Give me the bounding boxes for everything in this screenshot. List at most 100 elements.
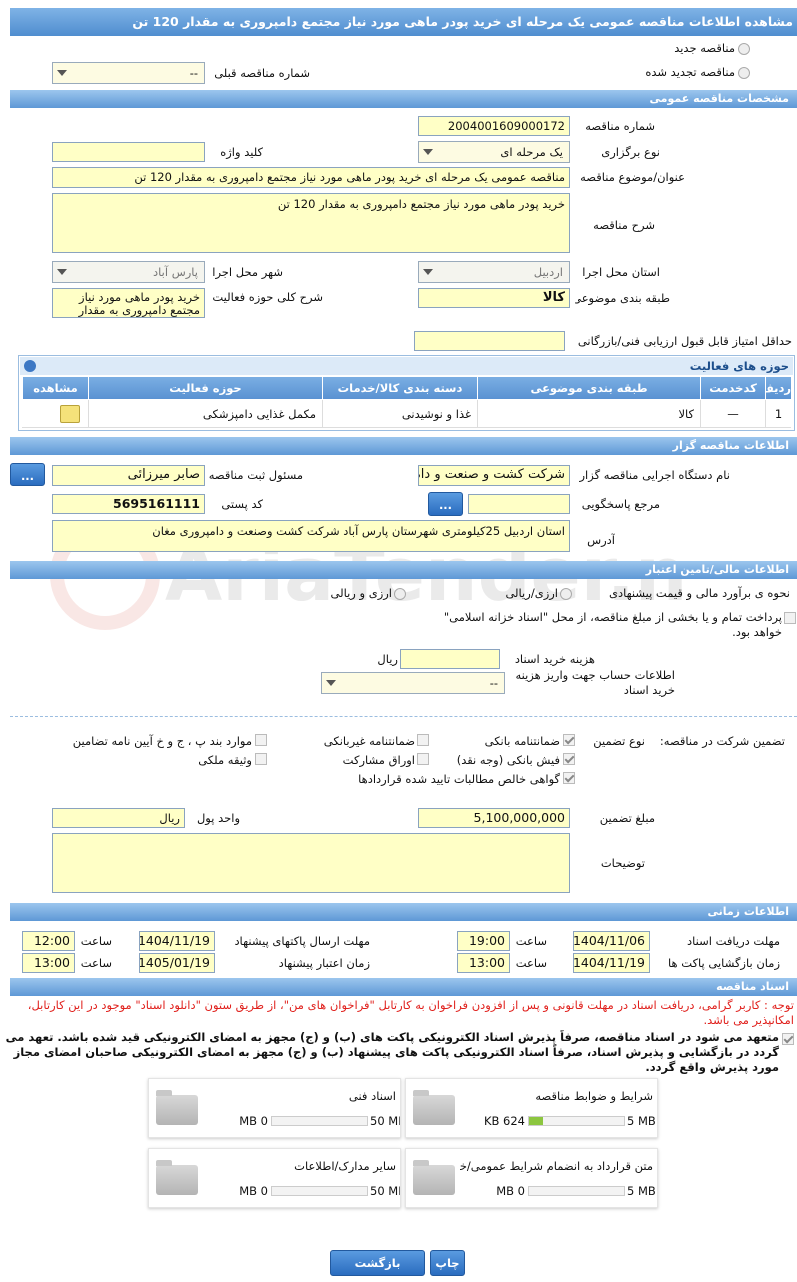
print-button[interactable]: چاپ — [430, 1250, 465, 1276]
folder-used: 0 MB — [239, 1184, 268, 1198]
table-cell: کالا — [477, 400, 700, 428]
account-select[interactable]: -- — [321, 672, 505, 694]
notes-textarea[interactable] — [52, 833, 570, 893]
label: نام دستگاه اجرایی مناقصه گزار — [579, 468, 730, 482]
time-input[interactable]: 12:00 — [22, 931, 75, 951]
label: استان محل اجرا — [582, 265, 660, 279]
commitment-text: متعهد می شود در اسناد مناقصه، صرفاً پذیر… — [5, 1030, 779, 1074]
category-input[interactable]: کالا — [418, 288, 570, 308]
label: آدرس — [587, 533, 615, 547]
ref-button[interactable]: ... — [428, 492, 463, 516]
guarantee-checkbox[interactable] — [417, 753, 429, 765]
table-header: مشاهده — [22, 377, 88, 399]
label: واحد پول — [196, 811, 240, 825]
type-select[interactable]: یک مرحله ای — [418, 141, 570, 163]
activity-textarea[interactable]: خرید پودر ماهی مورد نیاز مجتمع دامپروری … — [52, 288, 205, 318]
label: شرح مناقصه — [593, 218, 655, 232]
label: شماره مناقصه — [585, 119, 655, 133]
label: مرجع پاسخگویی — [581, 497, 660, 511]
label: ریال — [377, 652, 398, 666]
label: حداقل امتیاز قابل قبول ارزیابی فنی/بازرگ… — [577, 334, 792, 348]
time-input[interactable]: 13:00 — [22, 953, 75, 973]
guarantee-checkbox[interactable] — [563, 753, 575, 765]
label: شرح کلی حوزه فعالیت — [212, 290, 323, 304]
table-title: حوزه های فعالیت — [20, 357, 793, 375]
date-input[interactable]: 1404/11/06 — [573, 931, 650, 951]
commitment-checkbox[interactable] — [782, 1033, 794, 1045]
radio-new-tender[interactable] — [738, 43, 750, 55]
guarantee-checkbox[interactable] — [417, 734, 429, 746]
doc-fee-input[interactable] — [400, 649, 500, 669]
section-header: اطلاعات مالی/تامین اعتبار — [10, 561, 797, 579]
collapse-button[interactable] — [24, 360, 36, 372]
treasury-text: پرداخت تمام و یا بخشی از مبلغ مناقصه، از… — [443, 610, 782, 639]
city-select[interactable]: پارس آباد — [52, 261, 205, 283]
section-header: مشخصات مناقصه عمومی — [10, 90, 797, 108]
table-header: دسته بندی کالا/خدمات — [322, 377, 477, 399]
address-textarea[interactable]: استان اردبیل 25کیلومتری شهرستان پارس آبا… — [52, 520, 570, 552]
amount-input[interactable]: 5,100,000,000 — [418, 808, 570, 828]
label: مهلت دریافت اسناد — [687, 934, 780, 948]
date-input[interactable]: 1405/01/19 — [139, 953, 215, 973]
guarantee-checkbox[interactable] — [255, 734, 267, 746]
label: ساعت — [515, 956, 547, 970]
radio-label: مناقصه جدید — [674, 41, 735, 55]
table-header: ردیف — [765, 377, 791, 399]
folder-icon — [413, 1090, 455, 1125]
keyword-input[interactable] — [52, 142, 205, 162]
label: مهلت ارسال پاکتهای پیشنهاد — [234, 934, 370, 948]
estimate-radio[interactable] — [560, 588, 572, 600]
view-cell — [22, 400, 88, 428]
org-input[interactable]: شرکت کشت و صنعت و داه — [418, 465, 570, 486]
back-button[interactable]: بازگشت — [330, 1250, 425, 1276]
min-score-input[interactable] — [414, 331, 565, 351]
dropdown-arrow — [423, 269, 433, 275]
checkbox-label: وثیقه ملکی — [198, 753, 252, 767]
dropdown-arrow — [57, 269, 67, 275]
treasury-checkbox[interactable] — [784, 612, 796, 624]
label: زمان بازگشایی پاکت ها — [668, 956, 780, 970]
folder-used: 0 MB — [239, 1114, 268, 1128]
time-input[interactable]: 13:00 — [457, 953, 510, 973]
label: شماره مناقصه قبلی — [214, 66, 310, 80]
more-button[interactable]: ... — [10, 463, 45, 486]
table-cell: — — [700, 400, 765, 428]
label: طبقه بندی موضوعی — [575, 291, 670, 305]
view-icon[interactable] — [60, 405, 80, 423]
page-title: مشاهده اطلاعات مناقصه عمومی یک مرحله ای … — [10, 8, 797, 36]
folder-name: سایر مدارک/اطلاعات — [294, 1159, 396, 1173]
folder-name: اسناد فنی — [348, 1089, 396, 1103]
date-input[interactable]: 1404/11/19 — [139, 931, 215, 951]
subject-input[interactable]: مناقصه عمومی یک مرحله ای خرید پودر ماهی … — [52, 167, 570, 188]
label: زمان اعتبار پیشنهاد — [278, 956, 370, 970]
table-header: طبقه بندی موضوعی — [477, 377, 700, 399]
date-input[interactable]: 1404/11/19 — [573, 953, 650, 973]
guarantee-checkbox[interactable] — [255, 753, 267, 765]
currency-input[interactable]: ریال — [52, 808, 185, 828]
label: مبلغ تضمین — [599, 811, 655, 825]
guarantee-checkbox[interactable] — [563, 772, 575, 784]
estimate-radio[interactable] — [394, 588, 406, 600]
checkbox-label: ضمانتنامه غیربانکی — [323, 734, 415, 748]
time-input[interactable]: 19:00 — [457, 931, 510, 951]
registrar-input[interactable]: صابر میرزائی — [52, 465, 205, 486]
label: کلید واژه — [220, 145, 263, 159]
label: مسئول ثبت مناقصه — [208, 468, 303, 482]
guarantee-checkbox[interactable] — [563, 734, 575, 746]
label: شهر محل اجرا — [212, 265, 283, 279]
folder-icon — [413, 1160, 455, 1195]
label: عنوان/موضوع مناقصه — [580, 170, 685, 184]
previous-number-select[interactable]: -- — [52, 62, 205, 84]
radio-renewed-tender[interactable] — [738, 67, 750, 79]
description-textarea[interactable]: خرید پودر ماهی مورد نیاز مجتمع دامپروری … — [52, 193, 570, 253]
tender-number-input[interactable]: 2004001609000172 — [418, 116, 570, 136]
postal-input[interactable]: 5695161111 — [52, 494, 205, 514]
ref-input[interactable] — [468, 494, 570, 514]
section-header: اسناد مناقصه — [10, 978, 797, 996]
checkbox-label: موارد بند پ ، ج و خ آیین نامه تضامین — [72, 734, 252, 748]
radio-label: ارزی و ریالی — [330, 586, 392, 600]
province-select[interactable]: اردبیل — [418, 261, 570, 283]
